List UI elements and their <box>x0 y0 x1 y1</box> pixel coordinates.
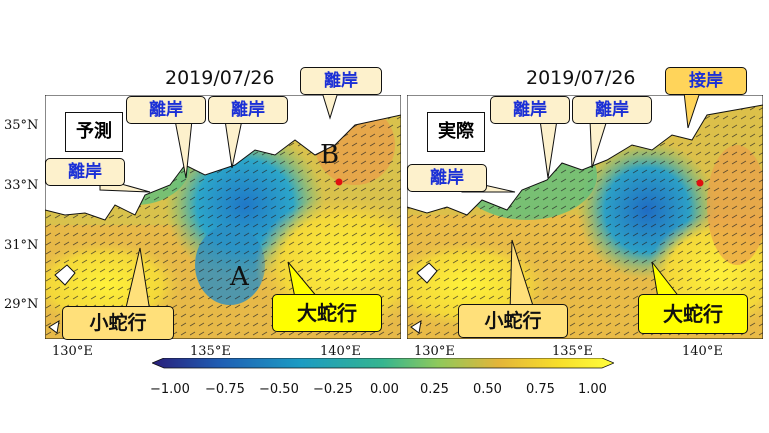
red-marker-actual <box>696 179 704 187</box>
callout-mid-a-left: 離岸 <box>126 96 206 124</box>
callout-left-right: 離岸 <box>407 164 487 192</box>
lon-tick-130-right: 130°E <box>414 344 455 359</box>
cb-tick-4: 0.00 <box>370 382 399 397</box>
left-panel-date: 2019/07/26 <box>165 67 275 89</box>
cb-tick-2: −0.50 <box>259 382 299 397</box>
lon-tick-140-right: 140°E <box>682 344 723 359</box>
small-meander-label-right: 小蛇行 <box>458 304 568 338</box>
cb-tick-3: −0.25 <box>313 382 353 397</box>
cb-tick-8: 1.00 <box>578 382 607 397</box>
cb-tick-1: −0.75 <box>205 382 245 397</box>
point-label-a: A <box>230 262 249 292</box>
point-label-b: B <box>320 140 340 170</box>
lat-tick-29: 29°N <box>4 297 39 312</box>
lat-tick-33: 33°N <box>4 178 39 193</box>
cb-tick-0: −1.00 <box>150 382 190 397</box>
callout-left-left: 離岸 <box>45 158 125 186</box>
large-meander-label-right: 大蛇行 <box>638 294 748 334</box>
callout-mid-b-right: 離岸 <box>572 96 652 124</box>
lon-tick-135-right: 135°E <box>552 344 593 359</box>
lon-tick-135-left: 135°E <box>190 344 231 359</box>
callout-mid-a-right: 離岸 <box>490 96 570 124</box>
red-marker <box>335 178 343 186</box>
cb-tick-6: 0.50 <box>473 382 502 397</box>
large-meander-label-left: 大蛇行 <box>272 294 382 332</box>
lat-tick-35: 35°N <box>4 118 39 133</box>
cb-tick-7: 0.75 <box>526 382 555 397</box>
callout-mid-b-left: 離岸 <box>208 96 288 124</box>
colorbar <box>152 358 614 369</box>
cb-tick-5: 0.25 <box>420 382 449 397</box>
lon-tick-130-left: 130°E <box>52 344 93 359</box>
lon-tick-140-left: 140°E <box>320 344 361 359</box>
callout-top-right-right: 接岸 <box>665 67 747 95</box>
forecast-label: 予測 <box>65 112 123 152</box>
callout-top-right-left: 離岸 <box>300 67 382 95</box>
right-panel-date: 2019/07/26 <box>526 67 636 89</box>
actual-label: 実際 <box>427 112 485 152</box>
small-meander-label-left: 小蛇行 <box>62 306 174 340</box>
lat-tick-31: 31°N <box>4 238 39 253</box>
